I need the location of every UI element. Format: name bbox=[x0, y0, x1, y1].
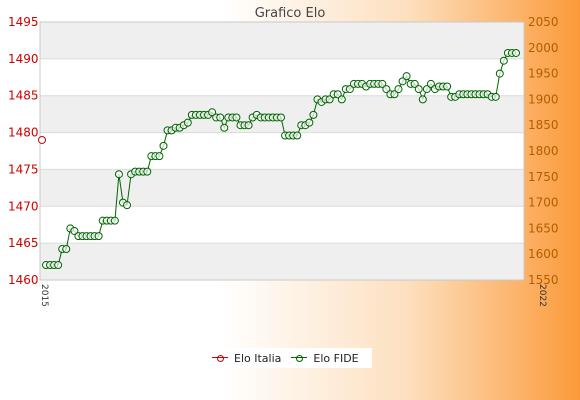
legend-label-elo-italia: Elo Italia bbox=[234, 351, 282, 365]
y-left-tick-label: 1460 bbox=[8, 273, 39, 287]
chart-legend: Elo Italia Elo FIDE bbox=[212, 348, 372, 368]
y-right-tick-label: 1850 bbox=[528, 118, 559, 132]
data-point-elo-fide bbox=[491, 92, 500, 101]
x-tick-label: 2015 bbox=[39, 284, 49, 307]
x-tick-label: 2022 bbox=[537, 284, 547, 307]
data-point-elo-fide bbox=[333, 90, 342, 99]
data-point-elo-fide bbox=[305, 118, 314, 127]
y-right-tick-label: 2050 bbox=[528, 15, 559, 29]
y-left-tick-label: 1480 bbox=[8, 126, 39, 140]
y-right-tick-label: 2000 bbox=[528, 41, 559, 55]
data-point-elo-fide bbox=[70, 226, 79, 235]
y-right-tick-label: 1700 bbox=[528, 196, 559, 210]
data-point-elo-fide bbox=[159, 141, 168, 150]
data-point-elo-fide bbox=[325, 95, 334, 104]
y-right-tick-label: 1600 bbox=[528, 247, 559, 261]
data-point-elo-fide bbox=[398, 77, 407, 86]
data-point-elo-fide bbox=[426, 79, 435, 88]
y-right-tick-label: 1800 bbox=[528, 144, 559, 158]
data-point-elo-fide bbox=[62, 245, 71, 254]
data-point-elo-fide bbox=[345, 85, 354, 94]
data-point-elo-fide bbox=[309, 110, 318, 119]
grid-band bbox=[40, 22, 524, 59]
plot-border bbox=[39, 21, 525, 281]
data-point-elo-fide bbox=[94, 232, 103, 241]
plot-area bbox=[40, 22, 524, 280]
data-point-elo-fide bbox=[410, 79, 419, 88]
data-point-elo-fide bbox=[418, 95, 427, 104]
data-point-elo-fide bbox=[123, 201, 132, 210]
data-point-elo-fide bbox=[183, 118, 192, 127]
data-point-elo-fide bbox=[110, 216, 119, 225]
legend-label-elo-fide: Elo FIDE bbox=[313, 351, 359, 365]
chart-title: Grafico Elo bbox=[255, 6, 326, 21]
data-point-elo-fide bbox=[277, 113, 285, 122]
y-right-tick-label: 1750 bbox=[528, 170, 559, 184]
data-point-elo-fide bbox=[394, 85, 403, 94]
data-point-elo-fide bbox=[155, 152, 164, 161]
data-point-elo-italia bbox=[38, 135, 46, 144]
y-right-tick-label: 1650 bbox=[528, 221, 559, 235]
data-point-elo-fide bbox=[232, 113, 241, 122]
data-point-elo-fide bbox=[114, 170, 123, 179]
y-left-tick-label: 1485 bbox=[8, 89, 39, 103]
data-point-elo-fide bbox=[220, 123, 229, 132]
data-point-elo-fide bbox=[495, 69, 504, 78]
data-point-elo-fide bbox=[402, 72, 411, 81]
data-point-elo-fide bbox=[512, 48, 520, 57]
y-right-tick-label: 1900 bbox=[528, 92, 559, 106]
legend-symbol-elo-italia bbox=[212, 353, 228, 363]
legend-item-elo-italia: Elo Italia bbox=[212, 352, 281, 365]
data-point-elo-fide bbox=[414, 85, 423, 94]
y-left-tick-label: 1470 bbox=[8, 199, 39, 213]
grid-band bbox=[40, 243, 524, 280]
data-point-elo-fide bbox=[443, 82, 452, 91]
y-left-tick-label: 1490 bbox=[8, 52, 39, 66]
data-point-elo-fide bbox=[208, 108, 217, 117]
y-left-tick-label: 1475 bbox=[8, 162, 39, 176]
y-right-tick-label: 1550 bbox=[528, 273, 559, 287]
data-point-elo-fide bbox=[337, 95, 346, 104]
y-right-tick-label: 1950 bbox=[528, 67, 559, 81]
data-point-elo-fide bbox=[382, 85, 391, 94]
y-left-tick-label: 1465 bbox=[8, 236, 39, 250]
data-point-elo-fide bbox=[143, 167, 152, 176]
data-point-elo-fide bbox=[499, 56, 508, 65]
data-point-elo-fide bbox=[244, 121, 253, 130]
data-point-elo-fide bbox=[216, 113, 225, 122]
legend-symbol-elo-fide bbox=[291, 353, 308, 363]
data-point-elo-fide bbox=[54, 261, 63, 270]
data-point-elo-fide bbox=[293, 131, 302, 140]
data-point-elo-fide bbox=[422, 85, 431, 94]
data-point-elo-fide bbox=[378, 79, 387, 88]
y-left-tick-label: 1495 bbox=[8, 15, 39, 29]
legend-item-elo-fide: Elo FIDE bbox=[291, 351, 359, 365]
grid-band bbox=[40, 169, 524, 207]
data-point-elo-fide bbox=[390, 90, 399, 99]
